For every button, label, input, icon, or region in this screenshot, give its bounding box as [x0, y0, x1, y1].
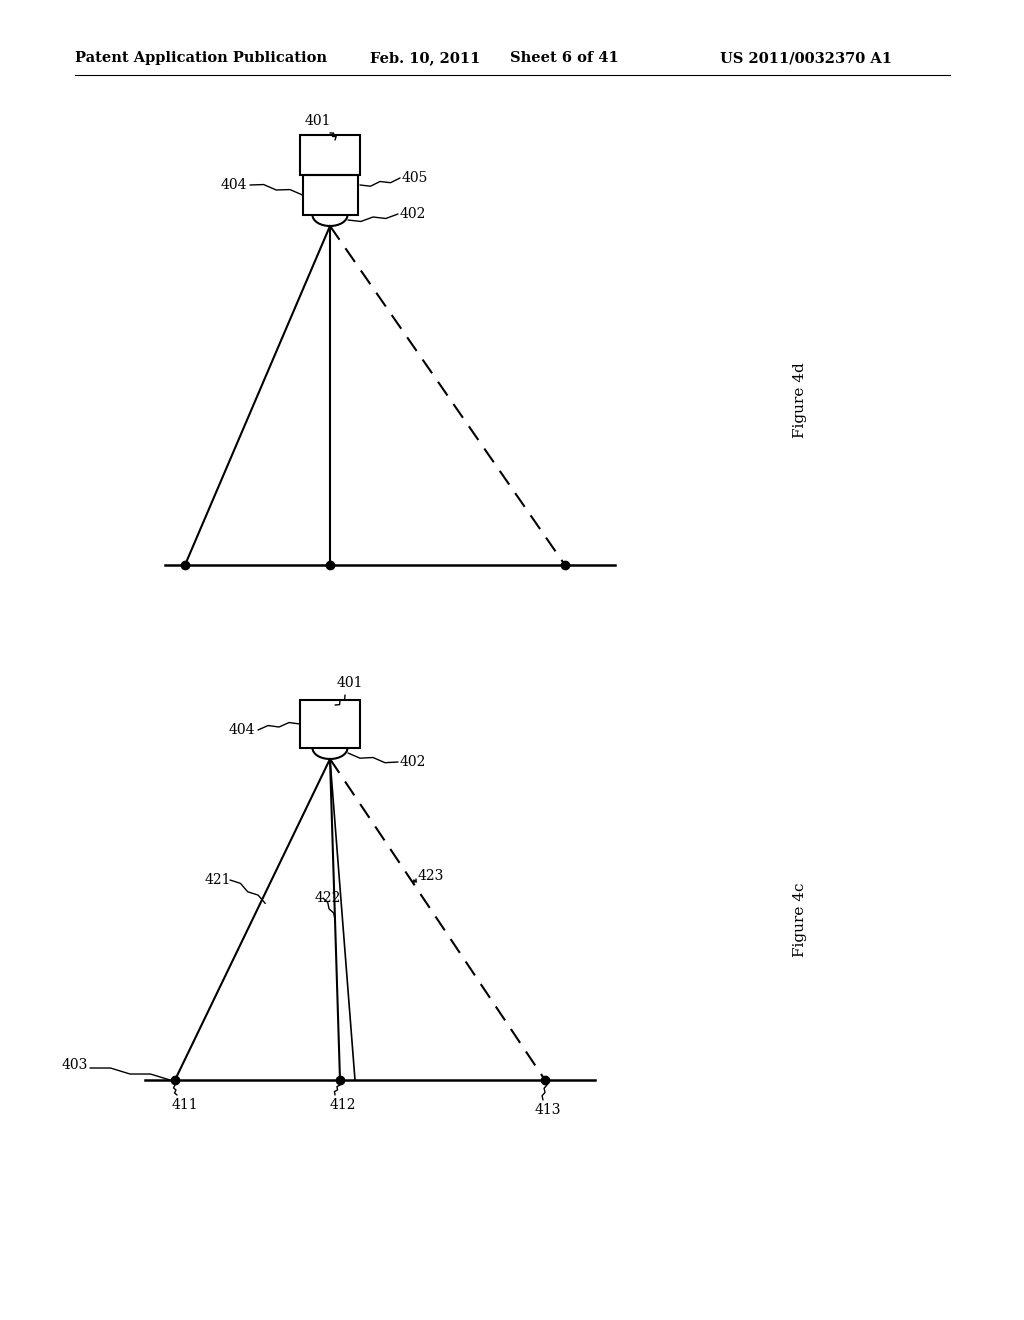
Text: 401: 401 [337, 676, 364, 690]
Text: 412: 412 [330, 1098, 356, 1111]
Text: 405: 405 [402, 172, 428, 185]
Text: US 2011/0032370 A1: US 2011/0032370 A1 [720, 51, 892, 65]
Text: 402: 402 [400, 755, 426, 770]
Text: Feb. 10, 2011: Feb. 10, 2011 [370, 51, 480, 65]
Text: 401: 401 [305, 114, 332, 128]
Text: 403: 403 [62, 1059, 88, 1072]
Text: Figure 4c: Figure 4c [793, 883, 807, 957]
Bar [302, 176, 357, 215]
Text: Patent Application Publication: Patent Application Publication [75, 51, 327, 65]
Text: 421: 421 [205, 873, 231, 887]
Text: 422: 422 [315, 891, 341, 906]
Text: 423: 423 [418, 869, 444, 883]
Bar [300, 700, 360, 748]
Text: Sheet 6 of 41: Sheet 6 of 41 [510, 51, 618, 65]
Text: 402: 402 [400, 207, 426, 220]
Text: 411: 411 [172, 1098, 199, 1111]
Text: Figure 4d: Figure 4d [793, 362, 807, 438]
Text: 404: 404 [220, 178, 247, 191]
Text: 413: 413 [535, 1104, 561, 1117]
Text: 404: 404 [228, 723, 255, 737]
Bar [300, 135, 360, 176]
